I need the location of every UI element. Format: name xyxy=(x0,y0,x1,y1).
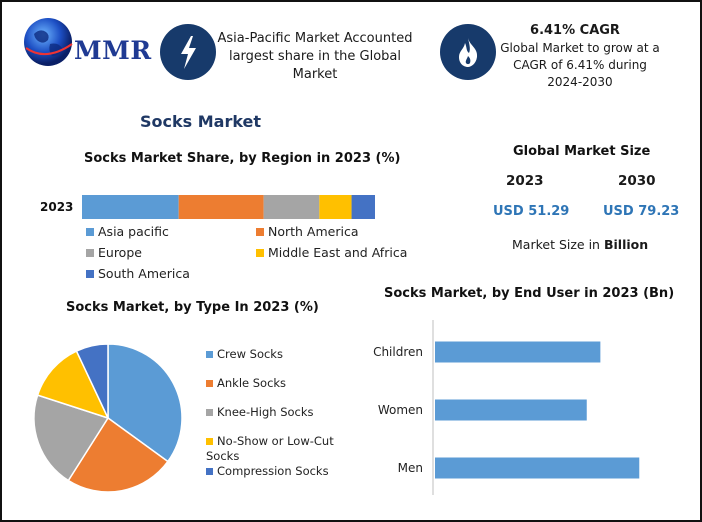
region-segment-0 xyxy=(82,195,179,219)
pie-slice-3 xyxy=(36,350,110,420)
flame-icon xyxy=(440,24,496,80)
legend-swatch xyxy=(206,409,213,416)
page-title: Socks Market xyxy=(140,112,262,131)
region-legend-item: South America xyxy=(86,266,190,281)
legend-swatch xyxy=(256,228,264,236)
enduser-category-label: Women xyxy=(378,403,423,417)
pie-slice-4 xyxy=(75,343,109,419)
enduser-bar-chart: Children Women Men xyxy=(373,320,640,495)
year-2023-label: 2023 xyxy=(506,173,544,189)
legend-swatch xyxy=(206,438,213,445)
legend-swatch xyxy=(86,249,94,257)
enduser-category-label: Men xyxy=(398,461,423,475)
pie-slice-2 xyxy=(33,394,110,482)
region-chart-title: Socks Market Share, by Region in 2023 (%… xyxy=(84,151,401,166)
logo-text: MMR xyxy=(74,36,152,65)
legend-label: North America xyxy=(268,224,359,239)
type-chart-title: Socks Market, by Type In 2023 (%) xyxy=(66,300,319,315)
value-2023: USD 51.29 xyxy=(493,204,570,219)
region-stacked-bar-chart xyxy=(82,195,375,219)
region-category-label: 2023 xyxy=(40,200,74,214)
enduser-bar-1 xyxy=(435,399,587,421)
type-legend-item: Compression Socks xyxy=(206,464,336,479)
legend-label: No-Show or Low-Cut Socks xyxy=(206,434,334,463)
cagr-description: Global Market to grow at a CAGR of 6.41%… xyxy=(500,41,660,89)
pie-slice-1 xyxy=(67,416,169,493)
enduser-category-label: Children xyxy=(373,345,423,359)
type-legend-item: Crew Socks xyxy=(206,347,336,362)
legend-label: Ankle Socks xyxy=(217,376,287,390)
unit-note: Market Size in Billion xyxy=(512,237,648,252)
lightning-bolt-icon xyxy=(160,24,216,80)
legend-label: Crew Socks xyxy=(217,347,283,361)
enduser-chart-title: Socks Market, by End User in 2023 (Bn) xyxy=(384,286,675,301)
legend-swatch xyxy=(86,228,94,236)
type-legend-item: Knee-High Socks xyxy=(206,405,336,420)
year-2030-label: 2030 xyxy=(618,173,656,189)
legend-label: South America xyxy=(98,266,190,281)
global-size-title: Global Market Size xyxy=(513,144,651,159)
type-legend-item: Ankle Socks xyxy=(206,376,336,391)
region-segment-1 xyxy=(178,195,264,219)
value-2030: USD 79.23 xyxy=(603,204,680,219)
enduser-bar-0 xyxy=(435,341,601,363)
legend-label: Middle East and Africa xyxy=(268,245,408,260)
region-legend-item: Middle East and Africa xyxy=(256,245,407,260)
enduser-bar-2 xyxy=(435,457,640,479)
unit-note-bold: Billion xyxy=(603,237,649,252)
legend-label: Europe xyxy=(98,245,142,260)
region-legend-item: Asia pacific xyxy=(86,224,169,239)
region-segment-2 xyxy=(263,195,320,219)
legend-swatch xyxy=(206,380,213,387)
pie-slice-0 xyxy=(107,343,183,463)
region-segment-3 xyxy=(319,195,352,219)
legend-swatch xyxy=(256,249,264,257)
unit-note-prefix: Market Size in xyxy=(512,237,600,252)
region-segment-4 xyxy=(351,195,375,219)
region-legend-item: Europe xyxy=(86,245,142,260)
legend-swatch xyxy=(86,270,94,278)
region-legend-item: North America xyxy=(256,224,359,239)
region-highlight-text: Asia-Pacific Market Accounted largest sh… xyxy=(217,31,413,82)
legend-swatch xyxy=(206,351,213,358)
cagr-title: 6.41% CAGR xyxy=(530,23,620,38)
type-pie-chart xyxy=(33,343,183,493)
legend-label: Asia pacific xyxy=(98,224,169,239)
legend-label: Knee-High Socks xyxy=(217,405,314,419)
type-legend-item: No-Show or Low-Cut Socks xyxy=(206,434,336,464)
mmr-logo: MMR xyxy=(20,14,152,76)
globe-icon xyxy=(24,18,73,66)
legend-swatch xyxy=(206,468,213,475)
legend-label: Compression Socks xyxy=(217,464,329,478)
